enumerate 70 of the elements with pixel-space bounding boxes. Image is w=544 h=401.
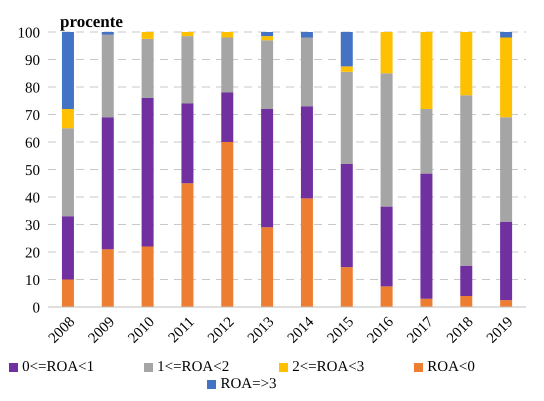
bar [102, 117, 114, 250]
bar [142, 32, 154, 39]
bar [340, 66, 353, 72]
bar [261, 36, 274, 40]
bar [142, 38, 154, 98]
y-tick-label: 40 [25, 190, 40, 206]
bar [181, 183, 194, 307]
bar [62, 109, 74, 128]
bar [420, 109, 432, 174]
bar [460, 296, 472, 307]
bar [300, 38, 313, 106]
bar [500, 117, 512, 222]
legend-label: 0<=ROA<1 [22, 359, 94, 375]
bar [340, 72, 353, 164]
bar [340, 32, 353, 66]
bar [62, 128, 74, 216]
bar [340, 267, 353, 307]
legend-label: ROA=>3 [220, 376, 277, 392]
bar [300, 106, 313, 198]
bar [420, 298, 432, 307]
y-tick-label: 90 [25, 52, 40, 69]
y-tick-label: 100 [18, 25, 40, 42]
bar [380, 286, 393, 307]
y-tick-label: 30 [25, 218, 40, 234]
bar [142, 246, 154, 307]
y-tick-label: 60 [25, 135, 40, 152]
bar [340, 164, 353, 268]
bar [500, 38, 512, 118]
bar [420, 32, 432, 109]
legend-label: 1<=ROA<2 [157, 359, 230, 375]
bar [102, 249, 114, 307]
bar [460, 95, 472, 266]
y-tick-label: 80 [25, 80, 40, 96]
bar [460, 266, 472, 296]
bar [221, 92, 234, 142]
bar [102, 34, 114, 118]
bar [221, 32, 234, 38]
x-tick-label: 2011 [166, 314, 198, 346]
bar [380, 73, 393, 207]
bar [500, 222, 512, 300]
bar [142, 98, 154, 246]
bar [300, 32, 313, 38]
y-tick-label: 0 [32, 300, 40, 316]
bar [261, 227, 274, 307]
bar [181, 104, 194, 184]
y-tick-label: 50 [25, 162, 40, 179]
bar [500, 32, 512, 38]
bar [460, 32, 472, 96]
bar [102, 32, 114, 35]
bar [380, 32, 393, 74]
bar [181, 32, 194, 36]
bar [380, 206, 393, 286]
bar [261, 40, 274, 109]
bar [62, 216, 74, 280]
bar [420, 174, 432, 299]
bar [221, 38, 234, 92]
legend-label: ROA<0 [427, 359, 475, 375]
bar [62, 32, 74, 109]
y-tick-label: 70 [25, 108, 40, 124]
bar [500, 300, 512, 307]
y-tick-label: 20 [25, 245, 40, 262]
bar [300, 198, 313, 307]
bar [181, 36, 194, 104]
bar [62, 280, 74, 307]
chart-title: procente [60, 12, 123, 32]
bar [261, 109, 274, 228]
bar [261, 32, 274, 36]
bar [221, 142, 234, 307]
legend-label: 2<=ROA<3 [292, 359, 364, 375]
y-tick-label: 10 [25, 272, 40, 289]
